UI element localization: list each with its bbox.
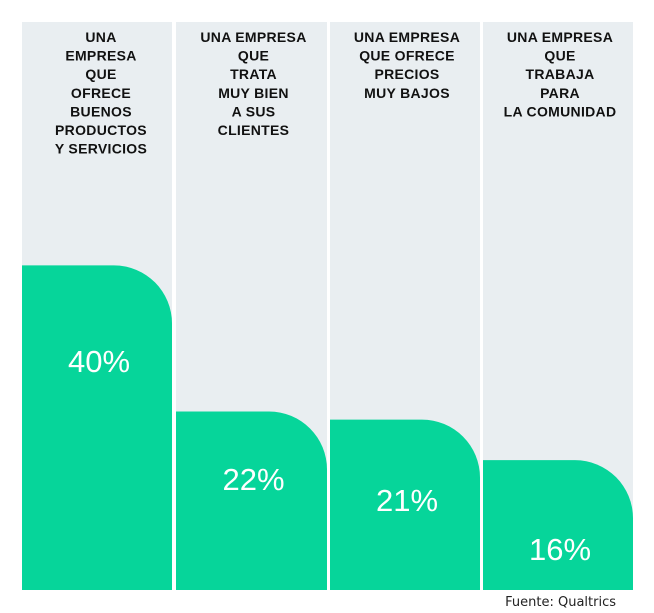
category-label-line: MUY BAJOS <box>364 85 450 101</box>
column-3: UNA EMPRESA QUE OFRECE PRECIOS MUY BAJOS 21% <box>330 22 480 590</box>
bar-1 <box>22 265 172 590</box>
category-label-line: QUE <box>238 48 269 64</box>
column-4: UNA EMPRESA QUE TRABAJA PARA LA COMUNIDAD 16% <box>483 22 633 590</box>
category-label-line: LA COMUNIDAD <box>504 103 617 119</box>
value-label: 16% <box>529 532 591 567</box>
bar-3 <box>330 419 480 590</box>
source-note: Fuente: Qualtrics <box>505 595 616 610</box>
category-label-line: EMPRESA <box>65 48 136 64</box>
category-label-line: PRECIOS <box>374 66 439 82</box>
column-2: UNA EMPRESA QUE TRATA MUY BIEN A SUS CLIENTES… <box>176 22 327 590</box>
category-label-line: TRATA <box>230 66 277 82</box>
bar-2 <box>176 411 327 590</box>
category-label-line: A SUS <box>232 103 276 119</box>
category-label-line: PARA <box>540 85 580 101</box>
category-label-line: BUENOS <box>70 103 132 119</box>
category-label-line: OFRECE <box>71 85 131 101</box>
bar-4 <box>483 460 633 590</box>
category-label-line: PRODUCTOS <box>55 122 147 138</box>
category-label-line: MUY BIEN <box>218 85 289 101</box>
category-label-line: UNA EMPRESA <box>354 29 460 45</box>
value-label: 21% <box>376 483 438 518</box>
category-label-line: UNA <box>85 29 116 45</box>
column-1: UNA EMPRESA QUE OFRECE BUENOS PRODUCTOS Y SERV… <box>22 22 172 590</box>
category-label-line: TRABAJA <box>526 66 595 82</box>
category-label-line: QUE OFRECE <box>359 48 455 64</box>
category-label-line: UNA EMPRESA <box>200 29 306 45</box>
category-label-line: Y SERVICIOS <box>55 141 147 157</box>
value-label: 40% <box>68 344 130 379</box>
category-label-line: QUE <box>85 66 116 82</box>
category-label-line: CLIENTES <box>218 122 290 138</box>
category-label-line: UNA EMPRESA <box>507 29 613 45</box>
category-label-line: QUE <box>544 48 575 64</box>
value-label: 22% <box>222 462 284 497</box>
